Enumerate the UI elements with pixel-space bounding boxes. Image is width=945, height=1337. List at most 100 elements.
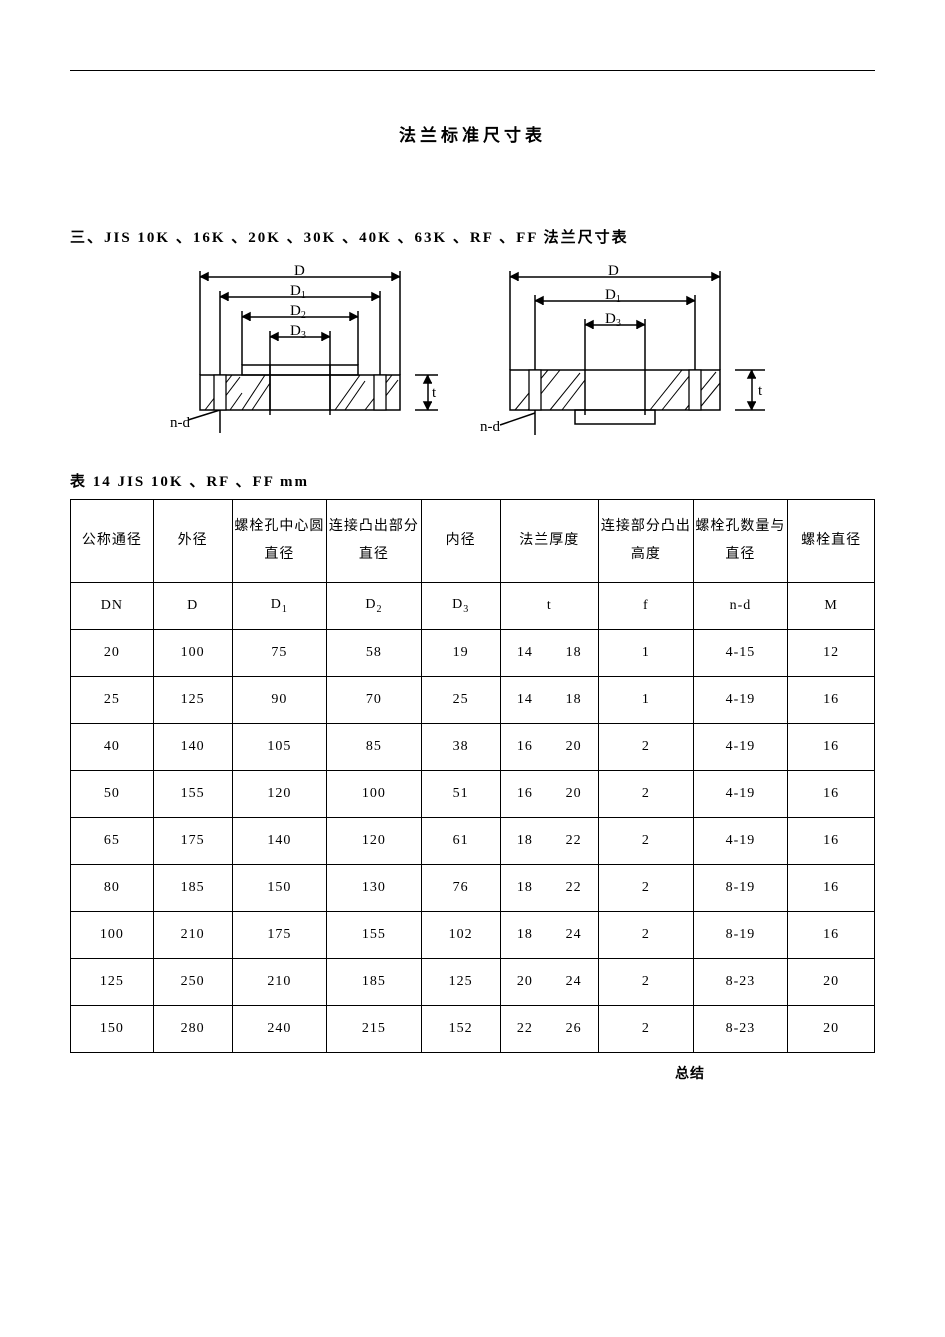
table-cell: 65 (71, 818, 154, 865)
col-symbol: M (788, 583, 875, 630)
table-cell: 125 (153, 677, 232, 724)
symbol-row: DN D D1 D2 D3 t f n-d M (71, 583, 875, 630)
table-cell: 240 (232, 1006, 327, 1053)
table-cell: 2 (599, 865, 694, 912)
table-cell-t: 2226 (500, 1006, 599, 1053)
label-nd: n-d (170, 415, 190, 431)
table-cell: 16 (788, 912, 875, 959)
col-label: 连接凸出部分直径 (327, 500, 422, 583)
col-label: 连接部分凸出高度 (599, 500, 694, 583)
col-symbol: D (153, 583, 232, 630)
table-cell: 125 (71, 959, 154, 1006)
table-cell: 100 (71, 912, 154, 959)
table-cell: 8-19 (693, 865, 788, 912)
table-cell: 90 (232, 677, 327, 724)
table-cell: 125 (421, 959, 500, 1006)
table-cell: 51 (421, 771, 500, 818)
table-cell: 155 (153, 771, 232, 818)
table-cell: 2 (599, 724, 694, 771)
table-cell: 16 (788, 818, 875, 865)
table-cell: 2 (599, 818, 694, 865)
table-cell-t: 1418 (500, 630, 599, 677)
table-cell: 25 (421, 677, 500, 724)
table-cell: 155 (327, 912, 422, 959)
table-cell-t: 1620 (500, 771, 599, 818)
col-label: 法兰厚度 (500, 500, 599, 583)
col-label: 螺栓孔数量与直径 (693, 500, 788, 583)
table-cell: 185 (153, 865, 232, 912)
table-cell: 2 (599, 771, 694, 818)
svg-text:D1: D1 (605, 287, 621, 305)
table-cell: 25 (71, 677, 154, 724)
table-cell: 140 (153, 724, 232, 771)
table-cell: 16 (788, 865, 875, 912)
table-row: 150280240215152222628-2320 (71, 1006, 875, 1053)
table-cell-t: 1418 (500, 677, 599, 724)
col-label: 公称通径 (71, 500, 154, 583)
col-symbol: D3 (421, 583, 500, 630)
table-cell: 80 (71, 865, 154, 912)
diagram-ff: D D1 D3 t n-d (480, 265, 770, 445)
table-cell: 130 (327, 865, 422, 912)
table-cell: 210 (153, 912, 232, 959)
table-cell-t: 1822 (500, 865, 599, 912)
table-cell: 4-19 (693, 771, 788, 818)
table-row: 100210175155102182428-1916 (71, 912, 875, 959)
col-symbol: D2 (327, 583, 422, 630)
table-cell: 16 (788, 677, 875, 724)
svg-text:D3: D3 (605, 311, 621, 329)
table-cell: 8-23 (693, 1006, 788, 1053)
table-row: 6517514012061182224-1916 (71, 818, 875, 865)
footer-text: 总结 (70, 1063, 875, 1083)
table-cell: 8-23 (693, 959, 788, 1006)
table-cell: 50 (71, 771, 154, 818)
table-cell: 2 (599, 1006, 694, 1053)
table-cell: 58 (327, 630, 422, 677)
table-cell: 100 (153, 630, 232, 677)
col-symbol: n-d (693, 583, 788, 630)
svg-text:n-d: n-d (480, 419, 500, 435)
table-caption: 表 14 JIS 10K 、RF 、FF mm (70, 470, 875, 491)
col-label: 螺栓直径 (788, 500, 875, 583)
table-row: 8018515013076182228-1916 (71, 865, 875, 912)
table-cell: 4-15 (693, 630, 788, 677)
table-cell: 175 (232, 912, 327, 959)
table-cell: 100 (327, 771, 422, 818)
table-cell: 120 (327, 818, 422, 865)
diagram-row: D D1 D2 D3 t n-d (170, 265, 875, 445)
header-rule (70, 70, 875, 71)
col-label: 外径 (153, 500, 232, 583)
table-cell: 150 (71, 1006, 154, 1053)
table-cell: 1 (599, 630, 694, 677)
col-symbol: f (599, 583, 694, 630)
table-cell: 250 (153, 959, 232, 1006)
table-cell: 280 (153, 1006, 232, 1053)
table-cell-t: 1824 (500, 912, 599, 959)
table-cell: 2 (599, 959, 694, 1006)
table-row: 125250210185125202428-2320 (71, 959, 875, 1006)
table-cell: 20 (788, 959, 875, 1006)
svg-text:D: D (608, 265, 619, 279)
col-symbol: D1 (232, 583, 327, 630)
svg-text:D1: D1 (290, 283, 306, 301)
diagram-rf: D D1 D2 D3 t n-d (170, 265, 440, 445)
svg-text:t: t (758, 383, 763, 399)
table-cell: 12 (788, 630, 875, 677)
table-row: 5015512010051162024-1916 (71, 771, 875, 818)
table-cell: 120 (232, 771, 327, 818)
table-cell: 40 (71, 724, 154, 771)
col-label: 内径 (421, 500, 500, 583)
table-cell: 150 (232, 865, 327, 912)
svg-text:t: t (432, 385, 437, 401)
col-symbol: DN (71, 583, 154, 630)
col-symbol: t (500, 583, 599, 630)
table-cell: 8-19 (693, 912, 788, 959)
svg-text:D3: D3 (290, 323, 306, 341)
table-cell: 16 (788, 771, 875, 818)
table-cell: 175 (153, 818, 232, 865)
table-cell: 1 (599, 677, 694, 724)
table-cell: 102 (421, 912, 500, 959)
table-cell: 16 (788, 724, 875, 771)
spec-table: 公称通径 外径 螺栓孔中心圆直径 连接凸出部分直径 内径 法兰厚度 连接部分凸出… (70, 499, 875, 1053)
table-row: 401401058538162024-1916 (71, 724, 875, 771)
